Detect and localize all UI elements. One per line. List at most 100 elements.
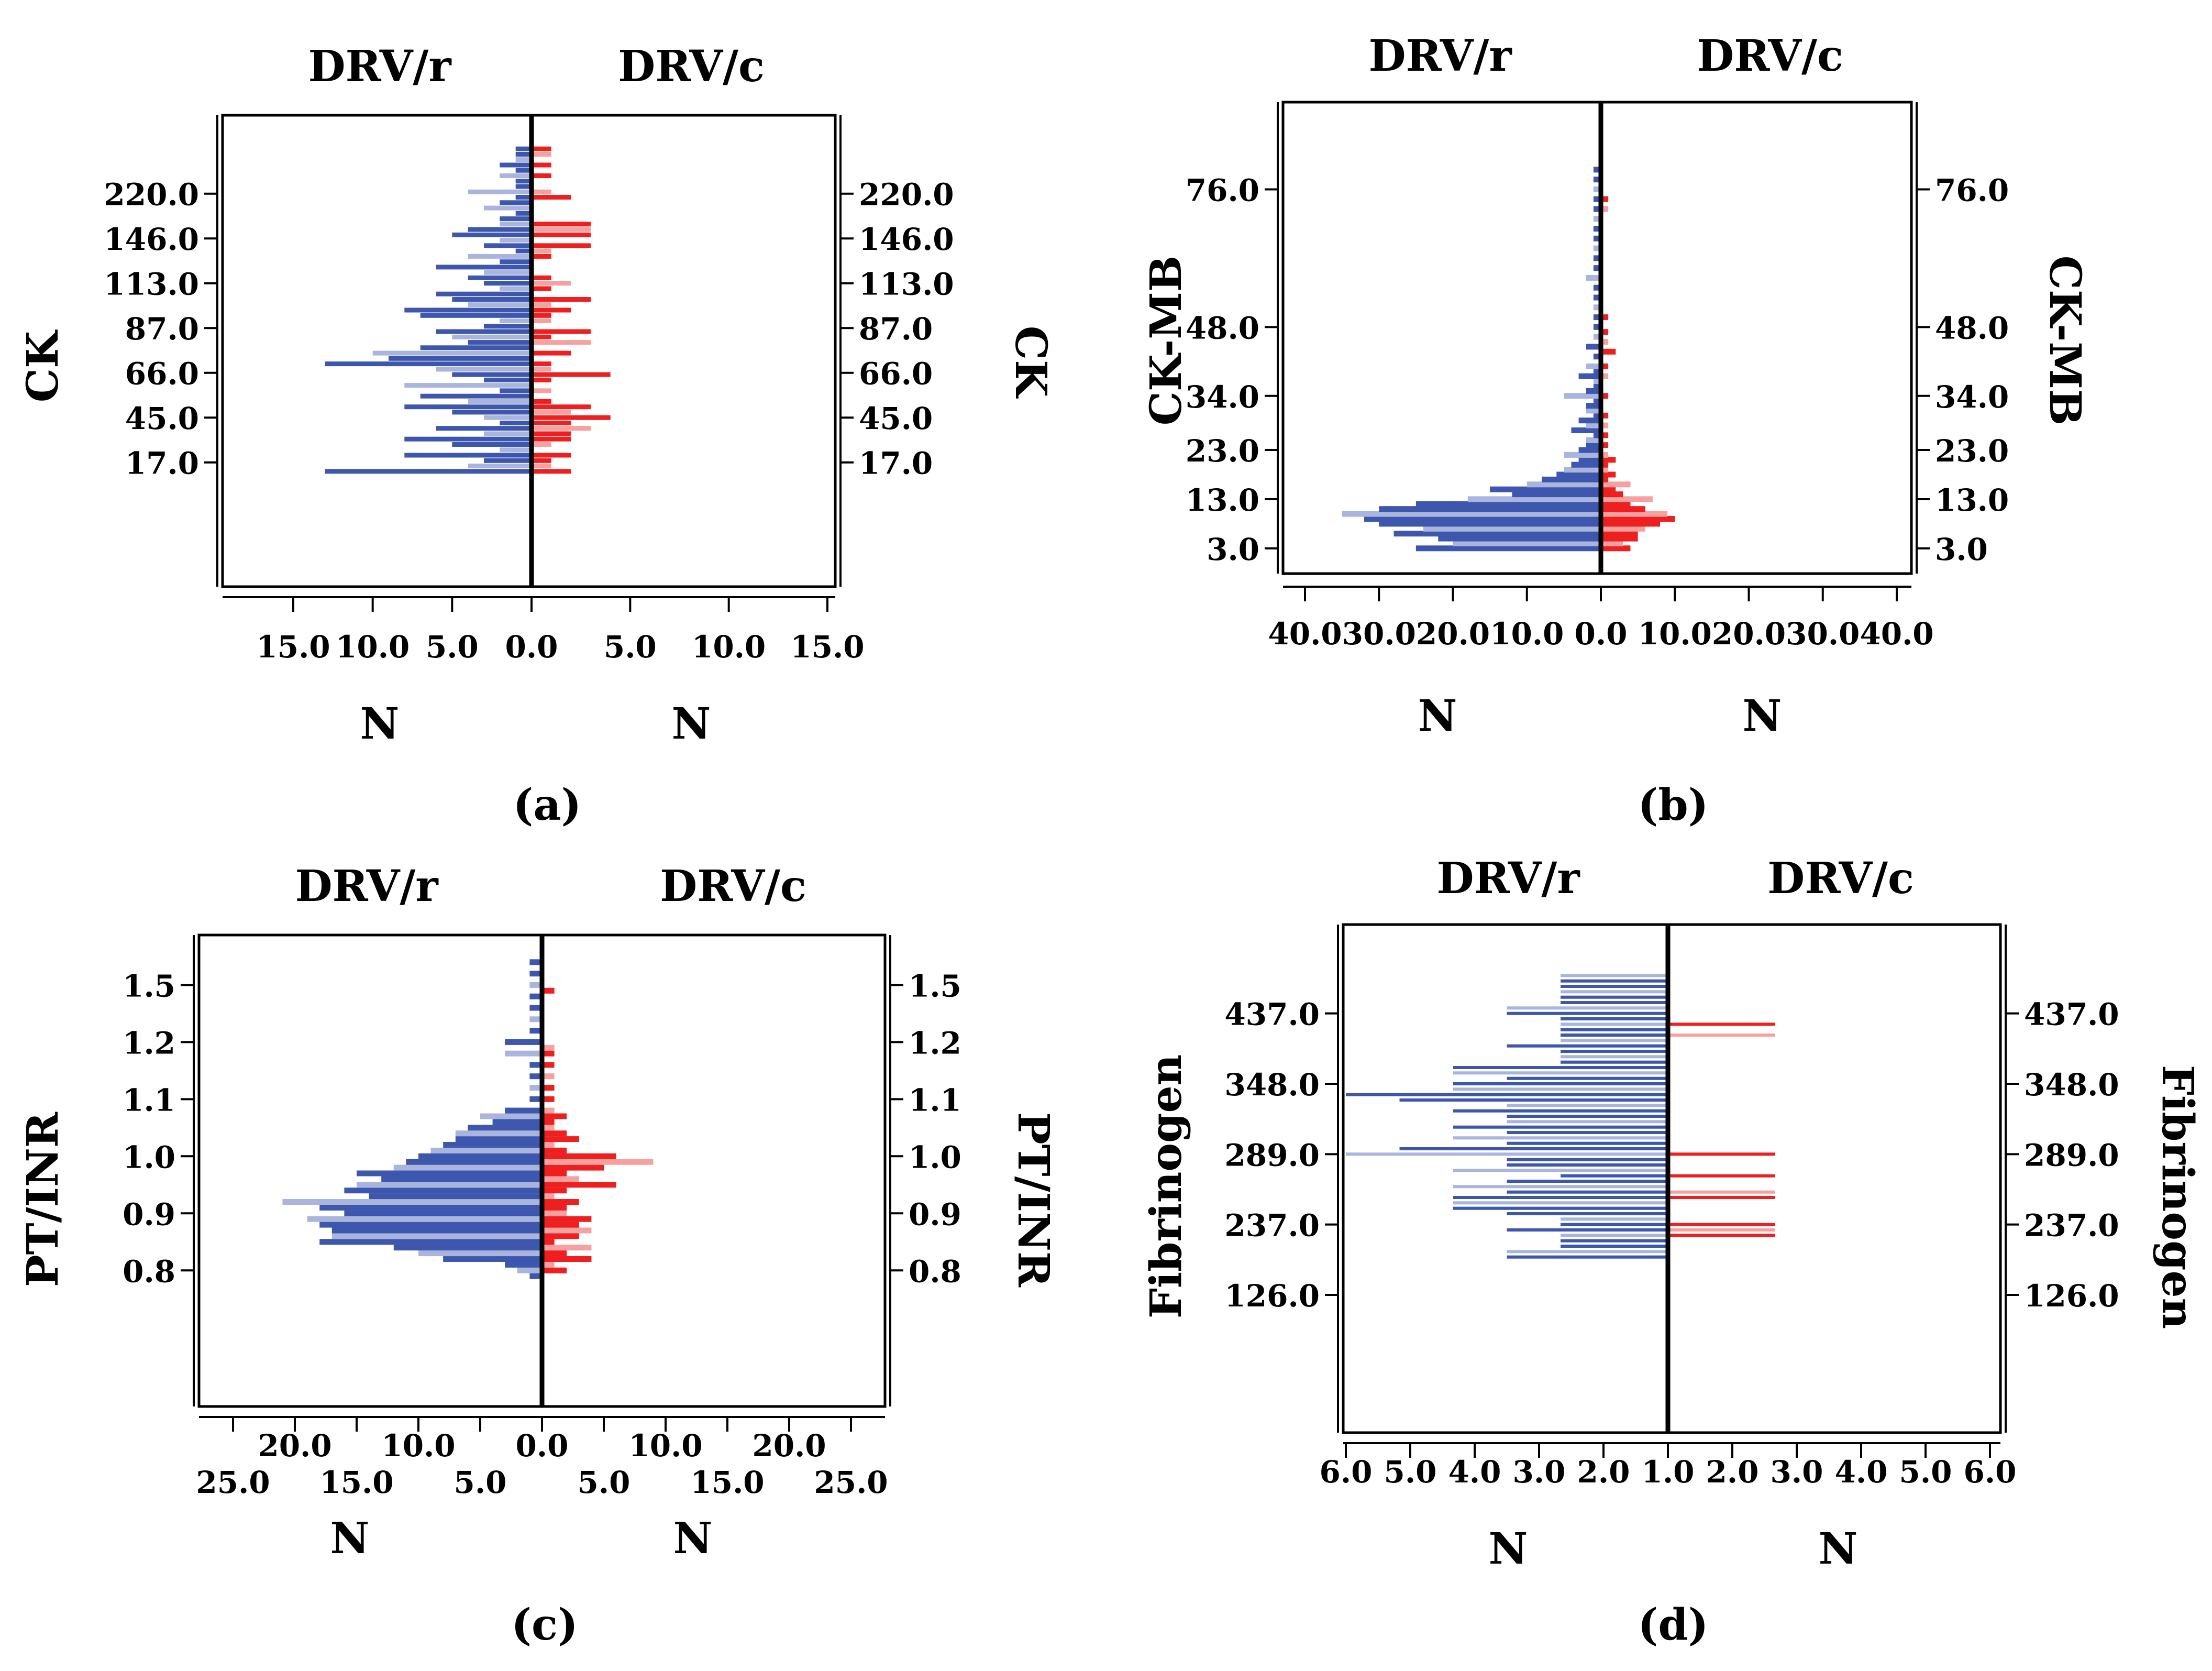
panel-a: DRV/r DRV/c CK CK N N (a) 220.0 146.0 113.…: [18, 41, 1056, 830]
bar-left-d: [1561, 974, 1668, 977]
bar-right-c: [542, 1153, 616, 1159]
bar-right-b: [1601, 511, 1668, 517]
panel-b-caption: (b): [1638, 780, 1709, 830]
bar-left-b: [1593, 255, 1601, 261]
bar-left-d: [1399, 1098, 1668, 1102]
panel-b-y-label-left: CK-MB: [1141, 256, 1191, 426]
bar-right-a: [532, 426, 591, 431]
bar-right-c: [542, 987, 555, 994]
bar-left-d: [1507, 1250, 1668, 1254]
y-tick-label-right: 113.0: [859, 267, 954, 302]
bar-right-c: [542, 1204, 567, 1211]
y-tick-label-left: 87.0: [125, 311, 199, 347]
y-tick-label-left: 220.0: [104, 177, 199, 213]
y-tick-label-right: 34.0: [1935, 379, 2009, 415]
bar-right-b: [1601, 393, 1609, 399]
bar-right-b: [1601, 196, 1609, 202]
bar-left-c: [331, 1233, 542, 1239]
bar-right-c: [542, 1096, 555, 1102]
bar-right-c: [542, 1188, 567, 1194]
bar-right-c: [542, 1199, 579, 1205]
bar-left-a: [436, 426, 532, 431]
bar-right-c: [542, 1159, 654, 1165]
bar-right-d: [1668, 1152, 1775, 1156]
panel-c-x-label-right: N: [673, 1513, 713, 1564]
bar-left-d: [1561, 1223, 1668, 1226]
bar-left-b: [1593, 398, 1601, 404]
bar-right-c: [542, 1113, 567, 1119]
bar-left-d: [1561, 1034, 1668, 1037]
panel-a-x-label-right: N: [672, 699, 711, 749]
bar-left-b: [1593, 378, 1601, 384]
bar-left-b: [1593, 284, 1601, 291]
x-tick-label-right: 20.0: [1712, 616, 1786, 652]
bar-left-b: [1593, 412, 1601, 419]
bar-left-b: [1415, 545, 1601, 552]
bar-right-b: [1601, 457, 1616, 463]
bar-left-c: [505, 1050, 542, 1057]
bar-left-d: [1453, 1136, 1668, 1140]
bar-left-c: [468, 1125, 542, 1131]
bar-left-a: [500, 222, 532, 227]
panel-c-y-label-right: PT/INR: [1008, 1112, 1058, 1288]
bar-right-c: [542, 1085, 555, 1091]
panel-a-x-label-left: N: [360, 699, 400, 749]
bar-right-b: [1601, 467, 1609, 473]
bar-left-d: [1453, 1066, 1668, 1069]
bar-left-c: [529, 959, 542, 965]
x-tick-label-right: 10.0: [692, 629, 766, 665]
bar-right-a: [532, 350, 571, 356]
bar-left-b: [1364, 516, 1601, 522]
panel-d-y-label-right: Fibrinogen: [2152, 1065, 2203, 1329]
bar-right-a: [532, 275, 551, 280]
y-tick-label-left: 66.0: [125, 356, 199, 392]
bar-left-a: [484, 377, 532, 382]
y-tick-label-right: 1.2: [909, 1025, 961, 1061]
bar-right-c: [542, 1267, 567, 1273]
bar-left-c: [529, 1016, 542, 1023]
x-tick-label-left: 40.0: [1268, 616, 1342, 652]
bar-right-b: [1601, 363, 1609, 369]
bar-right-a: [532, 442, 551, 447]
bar-left-a: [484, 324, 532, 329]
bar-left-d: [1453, 1201, 1668, 1205]
x-tick-label-right: 40.0: [1860, 616, 1933, 652]
bar-left-d: [1561, 1060, 1668, 1064]
bar-left-d: [1453, 1071, 1668, 1075]
bar-left-a: [515, 211, 532, 216]
bar-right-b: [1601, 461, 1609, 468]
x-tick-label-left: 20.0: [1416, 616, 1490, 652]
panel-b-y-label-right: CK-MB: [2040, 256, 2090, 426]
bar-right-c: [542, 1147, 567, 1153]
bar-left-a: [404, 436, 532, 442]
panel-c-y-label-left: PT/INR: [18, 1112, 68, 1287]
panel-a-caption: (a): [513, 780, 582, 830]
x-tick-label-right: 5.0: [578, 1465, 631, 1500]
bar-left-a: [500, 200, 532, 205]
bar-right-d: [1668, 1174, 1775, 1178]
bar-left-d: [1561, 979, 1668, 983]
bar-right-b: [1601, 545, 1631, 552]
panel-c-right-title: DRV/c: [660, 861, 806, 911]
bar-left-c: [319, 1204, 542, 1211]
bar-left-c: [529, 1085, 542, 1091]
x-tick-label-right: 3.0: [1771, 1454, 1823, 1490]
bar-right-b: [1601, 412, 1609, 419]
bar-left-d: [1399, 1147, 1668, 1150]
bar-right-a: [532, 388, 551, 393]
bar-right-d: [1668, 1034, 1775, 1037]
bar-left-b: [1564, 393, 1601, 399]
bar-left-a: [468, 340, 532, 345]
bar-left-a: [515, 179, 532, 184]
y-tick-label-left: 13.0: [1186, 482, 1259, 518]
bar-left-c: [418, 1153, 542, 1159]
panel-d-x-label-right: N: [1819, 1524, 1858, 1574]
x-tick-label-left: 4.0: [1448, 1454, 1501, 1490]
bar-left-c: [529, 1273, 542, 1279]
y-tick-label-right: 126.0: [2024, 1278, 2119, 1314]
y-tick-label-right: 87.0: [859, 311, 933, 347]
bar-left-b: [1512, 491, 1601, 498]
x-tick-label-left: 3.0: [1513, 1454, 1566, 1490]
bar-left-b: [1564, 452, 1601, 458]
